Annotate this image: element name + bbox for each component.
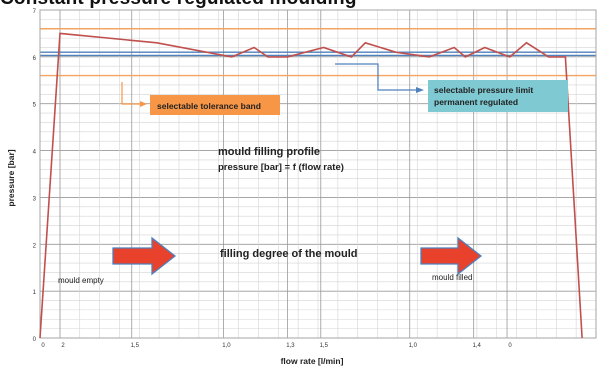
y-tick-label: 0 — [33, 337, 37, 343]
x-tick-label: 0 — [508, 343, 512, 349]
y-tick-label: 2 — [33, 243, 37, 249]
tolerance-arrowhead — [140, 101, 147, 107]
x-axis-ticks: 0 2 1,5 1,0 1,3 1,5 1,0 1,4 0 — [41, 343, 512, 349]
reference-lines — [40, 28, 596, 77]
x-tick-label: 1,5 — [131, 343, 140, 349]
y-tick-label: 5 — [33, 103, 37, 109]
tolerance-box — [150, 95, 280, 115]
x-tick-label: 1,4 — [473, 343, 482, 349]
profile-label-2: pressure [bar] = f (flow rate) — [218, 162, 344, 173]
x-tick-label: 1,0 — [222, 343, 231, 349]
pressure-limit-label-1: selectable pressure limit — [434, 85, 533, 95]
pressure-limit-connector — [335, 63, 418, 91]
page-title: Constant pressure regulated moulding — [0, 0, 598, 10]
y-axis-label: pressure [bar] — [6, 149, 16, 206]
pressure-limit-box — [428, 80, 568, 112]
y-tick-label: 7 — [33, 9, 37, 15]
profile-label-1: mould filling profile — [218, 146, 320, 158]
mould-filled-label: mould filled — [432, 273, 472, 282]
tolerance-label: selectable tolerance band — [157, 101, 261, 111]
x-tick-label: 1,0 — [409, 343, 418, 349]
y-tick-label: 1 — [33, 290, 37, 296]
y-tick-label: 4 — [33, 150, 37, 156]
x-tick-label: 0 — [41, 343, 45, 349]
x-tick-label: 1,5 — [320, 343, 329, 349]
x-tick-label: 2 — [61, 343, 65, 349]
pressure-limit-label-2: permanent regulated — [434, 97, 518, 107]
x-tick-label: 1,3 — [286, 343, 295, 349]
mould-empty-label: mould empty — [58, 276, 104, 285]
chart-grid — [39, 9, 597, 339]
pressure-series-line — [39, 32, 583, 339]
plot-border — [39, 9, 597, 339]
x-axis-label: flow rate [l/min] — [281, 356, 344, 366]
arrow-right-icon — [420, 236, 483, 276]
pressure-limit-arrowhead — [416, 87, 424, 93]
y-tick-label: 3 — [33, 196, 37, 202]
tolerance-connector — [121, 82, 143, 105]
filling-degree-label: filling degree of the mould — [220, 248, 358, 260]
y-tick-label: 6 — [33, 56, 37, 62]
arrow-right-icon — [112, 236, 177, 276]
y-axis-ticks: 0 1 2 3 4 5 6 7 — [33, 9, 37, 343]
